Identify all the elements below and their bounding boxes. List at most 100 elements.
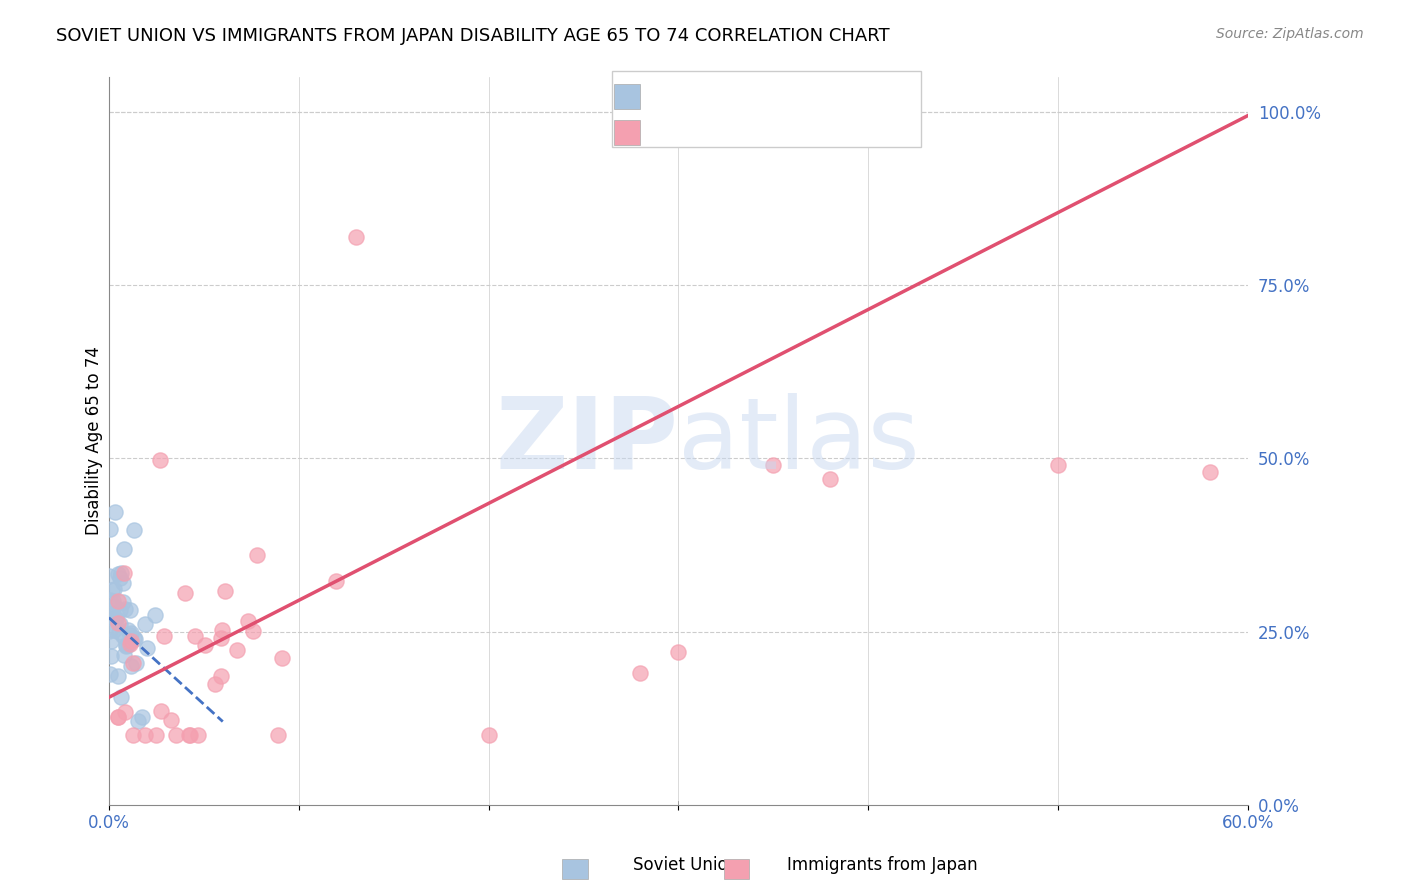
- Point: [114, 602, 136, 616]
- Point: [187, 728, 209, 742]
- Point: [124, 657, 146, 671]
- Point: [134, 728, 156, 742]
- Point: [97, 569, 120, 583]
- Point: [117, 639, 139, 653]
- Point: [124, 523, 146, 537]
- Point: [98, 592, 121, 607]
- Point: [266, 728, 288, 742]
- Point: [100, 634, 122, 648]
- Point: [194, 638, 217, 652]
- Point: [236, 614, 259, 628]
- Y-axis label: Disability Age 65 to 74: Disability Age 65 to 74: [86, 347, 103, 535]
- Point: [209, 669, 232, 683]
- Point: [117, 623, 139, 637]
- Point: [98, 522, 121, 536]
- Point: [124, 632, 146, 646]
- Point: [204, 677, 226, 691]
- Point: [98, 667, 121, 681]
- Point: [127, 714, 149, 728]
- Point: [1199, 465, 1222, 479]
- Point: [115, 638, 138, 652]
- Point: [325, 574, 347, 588]
- Point: [149, 453, 172, 467]
- Point: [114, 705, 136, 719]
- Point: [118, 636, 141, 650]
- Point: [477, 728, 499, 742]
- Point: [211, 624, 233, 638]
- Point: [120, 625, 142, 640]
- Point: [122, 728, 145, 742]
- Text: R = -0.267   N = 48: R = -0.267 N = 48: [633, 85, 796, 103]
- Text: Soviet Union: Soviet Union: [633, 856, 738, 874]
- Point: [344, 229, 367, 244]
- Point: [160, 714, 183, 728]
- Point: [101, 582, 124, 597]
- Point: [107, 669, 129, 683]
- Point: [112, 576, 135, 591]
- Point: [112, 648, 135, 663]
- Point: [121, 656, 143, 670]
- Point: [153, 629, 176, 643]
- Point: [100, 648, 122, 663]
- Point: [112, 566, 135, 580]
- Point: [134, 617, 156, 632]
- Point: [246, 548, 269, 562]
- Point: [112, 630, 135, 644]
- Point: [150, 704, 173, 718]
- Point: [98, 624, 121, 639]
- Point: [112, 542, 135, 557]
- Point: [115, 639, 138, 653]
- Point: [104, 506, 127, 520]
- Point: [226, 643, 249, 657]
- Point: [120, 603, 142, 617]
- Point: [242, 624, 264, 639]
- Point: [107, 710, 129, 724]
- Point: [104, 612, 127, 626]
- Point: [177, 728, 200, 742]
- Point: [668, 645, 690, 659]
- Point: [120, 634, 142, 648]
- Point: [103, 582, 125, 596]
- Point: [122, 631, 145, 645]
- Point: [630, 666, 652, 681]
- Text: SOVIET UNION VS IMMIGRANTS FROM JAPAN DISABILITY AGE 65 TO 74 CORRELATION CHART: SOVIET UNION VS IMMIGRANTS FROM JAPAN DI…: [56, 27, 890, 45]
- Point: [1047, 458, 1070, 473]
- Point: [101, 593, 124, 607]
- Point: [762, 458, 785, 473]
- Point: [165, 728, 187, 742]
- Point: [145, 608, 167, 623]
- Point: [104, 610, 127, 624]
- Point: [107, 566, 129, 581]
- Point: [107, 594, 129, 608]
- Point: [820, 472, 842, 486]
- Point: [108, 603, 131, 617]
- Point: [101, 609, 124, 624]
- Point: [111, 595, 134, 609]
- Point: [103, 623, 125, 637]
- Point: [179, 728, 201, 742]
- Point: [184, 629, 207, 643]
- Point: [145, 728, 167, 742]
- Point: [209, 631, 232, 645]
- Point: [120, 659, 142, 673]
- Point: [103, 599, 125, 613]
- Text: ZIP: ZIP: [495, 392, 679, 490]
- Point: [108, 625, 131, 640]
- Text: Immigrants from Japan: Immigrants from Japan: [787, 856, 979, 874]
- Text: Source: ZipAtlas.com: Source: ZipAtlas.com: [1216, 27, 1364, 41]
- Point: [118, 628, 141, 642]
- Point: [131, 710, 153, 724]
- Point: [135, 641, 157, 656]
- Point: [108, 571, 131, 585]
- Point: [108, 616, 131, 631]
- Text: R =  0.472   N = 43: R = 0.472 N = 43: [633, 120, 794, 138]
- Point: [107, 710, 129, 724]
- Point: [271, 651, 294, 665]
- Text: atlas: atlas: [679, 392, 920, 490]
- Point: [214, 583, 236, 598]
- Point: [110, 566, 132, 580]
- Point: [173, 586, 195, 600]
- Point: [100, 607, 122, 621]
- Point: [107, 616, 129, 631]
- Point: [110, 690, 132, 704]
